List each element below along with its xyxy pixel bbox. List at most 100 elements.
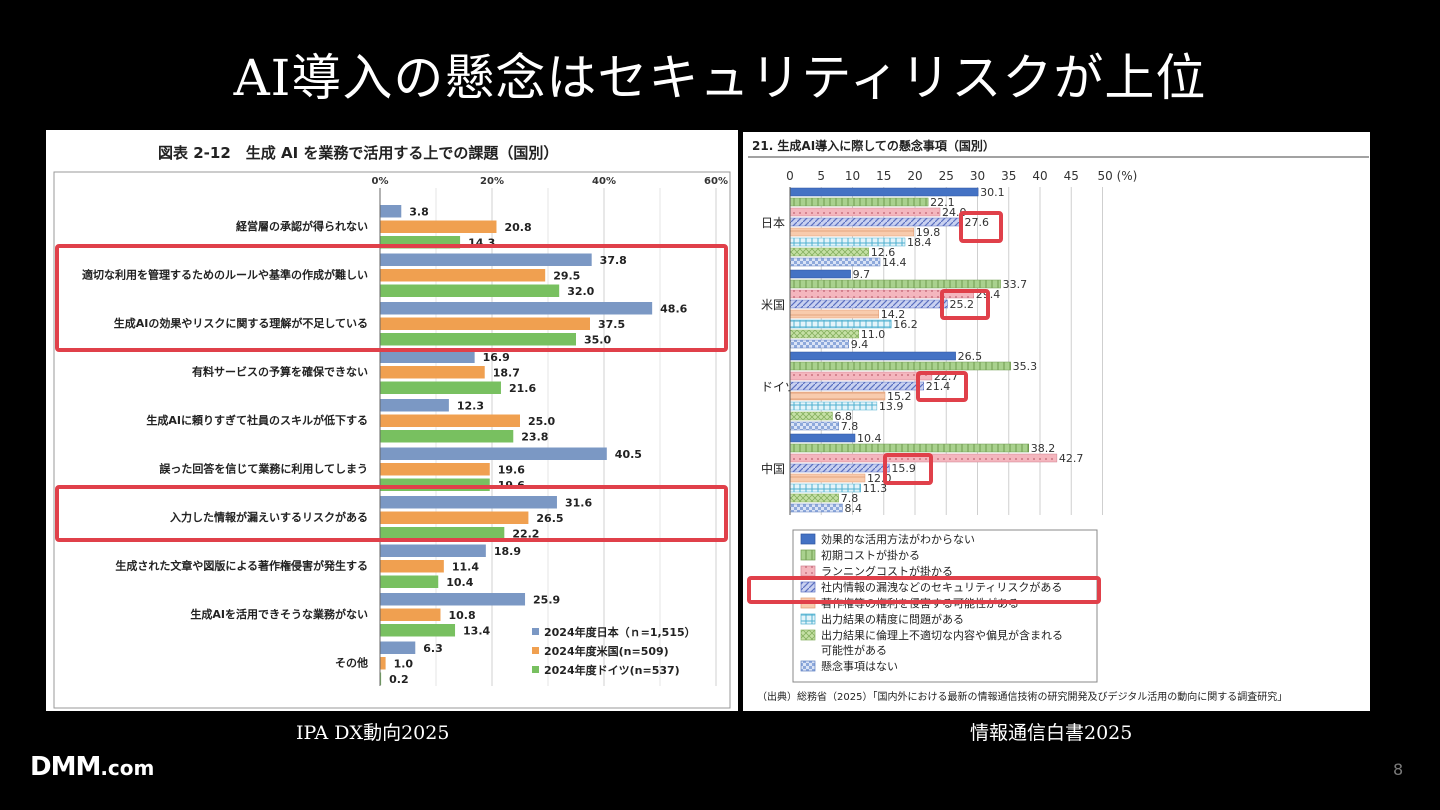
ipa-chart-title: 図表 2-12 生成 AI を業務で活用する上での課題（国別） <box>158 144 558 162</box>
ipa-bar-japan <box>380 399 449 412</box>
left-caption: IPA DX動向2025 <box>296 722 450 744</box>
mic-legend-swatch <box>800 613 816 625</box>
ipa-value-label: 35.0 <box>584 334 611 347</box>
ipa-legend-swatch <box>532 666 539 673</box>
ipa-category-label: 経営層の承認が得られない <box>236 219 368 233</box>
ipa-category-label: 生成された文章や図版による著作権侵害が発生する <box>115 558 368 572</box>
ipa-bar-japan <box>380 641 416 654</box>
ipa-legend-label: 2024年度米国(n=509) <box>544 644 669 658</box>
mic-value-label: 22.1 <box>930 196 955 209</box>
mic-legend-label: 出力結果に倫理上不適切な内容や偏見が含まれる <box>821 628 1063 642</box>
ipa-bar-germany <box>380 284 560 297</box>
ipa-bar-germany <box>380 527 505 540</box>
mic-legend-label: 社内情報の漏洩などのセキュリティリスクがある <box>821 580 1062 594</box>
ipa-category-label: 誤った回答を信じて業務に利用してしまう <box>159 461 368 475</box>
ipa-category-label: その他 <box>335 655 368 669</box>
ipa-legend-label: 2024年度ドイツ(n=537) <box>544 663 680 677</box>
dmm-logo: DMM.com <box>30 752 154 782</box>
mic-bar <box>789 227 914 237</box>
mic-value-label: 14.2 <box>881 308 906 321</box>
mic-bar <box>789 279 1001 289</box>
mic-bar <box>789 493 839 503</box>
right-caption: 情報通信白書2025 <box>970 722 1133 744</box>
mic-bar <box>789 329 859 339</box>
ipa-bar-japan <box>380 496 557 509</box>
ipa-value-label: 25.0 <box>528 415 555 428</box>
mic-bar <box>789 503 843 513</box>
ipa-value-label: 32.0 <box>567 285 594 298</box>
mic-source-note: （出典）総務省（2025）「国内外における最新の情報通信技術の研究開発及びデジタ… <box>757 690 1287 703</box>
mic-value-label: 38.2 <box>1031 442 1056 455</box>
ipa-value-label: 0.2 <box>389 673 409 686</box>
ipa-legend-swatch <box>532 647 539 654</box>
ipa-bar-germany <box>380 430 514 443</box>
mic-value-label: 27.6 <box>965 216 990 229</box>
mic-bar <box>789 299 948 309</box>
ipa-category-label: 適切な利用を管理するためのルールや基準の作成が難しい <box>82 267 368 281</box>
ipa-value-label: 10.8 <box>448 609 475 622</box>
logo-domain: .com <box>100 756 155 780</box>
mic-chart-panel: 21. 生成AI導入に際しての懸念事項（国別） 0 5 10 15 20 25 30 35 40 4… <box>743 132 1370 711</box>
ipa-category-label: 有料サービスの予算を確保できない <box>192 364 368 378</box>
slide-title: AI導入の懸念はセキュリティリスクが上位 <box>233 49 1207 107</box>
mic-group-label: 中国 <box>761 461 785 476</box>
ipa-plot-frame <box>53 171 731 709</box>
ipa-bar-germany <box>380 478 490 491</box>
ipa-bar-us <box>380 608 441 621</box>
ipa-bar-us <box>380 511 529 524</box>
mic-legend-swatch <box>800 629 816 641</box>
mic-highlight-germany <box>916 371 968 402</box>
ipa-category-label: 生成AIに頼りすぎて社員のスキルが低下する <box>146 413 368 427</box>
mic-legend-swatch <box>800 660 816 672</box>
ipa-value-label: 40.5 <box>615 448 642 461</box>
mic-value-label: 21.4 <box>926 380 951 393</box>
mic-value-label: 26.5 <box>958 350 983 363</box>
mic-value-label: 11.0 <box>861 328 886 341</box>
mic-tick-label: 0 <box>786 169 794 183</box>
ipa-bar-germany <box>380 624 456 637</box>
mic-highlight-legend-security <box>747 576 1101 604</box>
ipa-bar-us <box>380 560 444 573</box>
ipa-highlight-box-rules-understanding <box>55 244 728 352</box>
mic-tick-label: 35 <box>1001 169 1016 183</box>
ipa-value-label: 26.5 <box>536 512 563 525</box>
ipa-bar-us <box>380 657 386 670</box>
ipa-value-label: 10.4 <box>446 576 473 589</box>
mic-value-label: 12.6 <box>871 246 896 259</box>
ipa-value-label: 20.8 <box>504 221 531 234</box>
mic-group-label: 米国 <box>761 298 785 312</box>
mic-value-label: 9.7 <box>853 268 871 281</box>
ipa-tick-label: 40% <box>592 176 616 187</box>
ipa-chart: 図表 2-12 生成 AI を業務で活用する上での課題（国別） 0% 20% 40% 6… <box>53 144 731 709</box>
mic-bar <box>789 463 890 473</box>
ipa-value-label: 31.6 <box>565 497 592 510</box>
mic-value-label: 15.9 <box>891 462 916 475</box>
mic-tick-label: 25 <box>939 169 954 183</box>
ipa-value-label: 25.9 <box>533 594 560 607</box>
mic-highlight-china <box>883 453 933 485</box>
mic-legend-label: 効果的な活用方法がわからない <box>821 532 975 546</box>
mic-highlight-japan <box>959 211 1003 243</box>
mic-legend-swatch <box>800 533 816 545</box>
ipa-value-label: 23.8 <box>521 431 548 444</box>
ipa-bar-us <box>380 463 490 476</box>
ipa-value-label: 11.4 <box>452 561 479 574</box>
mic-bar <box>789 207 941 217</box>
ipa-category-label: 生成AIの効果やリスクに関する理解が不足している <box>114 316 368 330</box>
mic-value-label: 9.4 <box>851 338 869 351</box>
ipa-bar-japan <box>380 593 526 606</box>
ipa-tick-label: 0% <box>372 176 389 187</box>
mic-group-label: 日本 <box>761 216 785 230</box>
mic-bar <box>789 237 906 247</box>
mic-chart-title: 21. 生成AI導入に際しての懸念事項（国別） <box>752 138 995 153</box>
mic-legend-label: 初期コストが掛かる <box>821 548 920 562</box>
ipa-value-label: 1.0 <box>394 658 414 671</box>
mic-value-label: 19.8 <box>916 226 941 239</box>
ipa-bar-japan <box>380 205 402 218</box>
mic-legend-label: 出力結果の精度に問題がある <box>821 612 964 626</box>
ipa-bar-us <box>380 366 485 379</box>
mic-bar <box>789 339 849 349</box>
ipa-value-label: 3.8 <box>409 206 429 219</box>
mic-tick-label: 40 <box>1032 169 1047 183</box>
ipa-bar-germany <box>380 381 501 394</box>
